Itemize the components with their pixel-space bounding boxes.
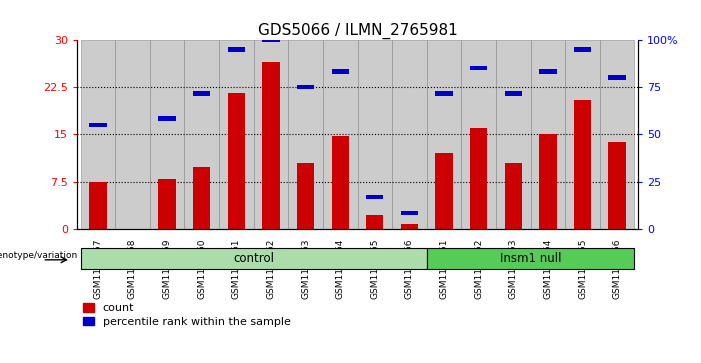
Bar [574,100,591,229]
Bar [608,76,626,80]
Bar [89,123,107,127]
Bar [262,62,280,229]
FancyBboxPatch shape [219,40,254,229]
Text: genotype/variation: genotype/variation [0,250,78,260]
FancyBboxPatch shape [600,40,634,229]
Bar [89,182,107,229]
FancyBboxPatch shape [323,40,358,229]
FancyBboxPatch shape [496,40,531,229]
Bar [435,153,453,229]
Legend: count, percentile rank within the sample: count, percentile rank within the sample [83,303,290,327]
Bar [332,135,349,229]
Bar [401,211,418,215]
FancyBboxPatch shape [461,40,496,229]
FancyBboxPatch shape [427,40,461,229]
Bar [608,142,626,229]
Text: Insm1 null: Insm1 null [500,252,562,265]
Bar [470,66,487,70]
Bar [158,179,176,229]
Bar [297,163,314,229]
Bar [505,91,522,95]
Bar [193,91,210,95]
FancyBboxPatch shape [565,40,600,229]
Bar [470,128,487,229]
Bar [401,224,418,229]
Bar [228,93,245,229]
Bar [435,91,453,95]
Bar [228,47,245,52]
FancyBboxPatch shape [184,40,219,229]
Bar [574,47,591,52]
Bar [366,215,383,229]
FancyBboxPatch shape [288,40,323,229]
Bar [332,69,349,74]
Bar [366,195,383,199]
FancyBboxPatch shape [81,40,115,229]
FancyBboxPatch shape [392,40,427,229]
Bar [297,85,314,89]
FancyBboxPatch shape [254,40,288,229]
Bar [262,38,280,42]
Bar [539,69,557,74]
Bar [193,167,210,229]
FancyBboxPatch shape [150,40,184,229]
FancyBboxPatch shape [115,40,150,229]
Title: GDS5066 / ILMN_2765981: GDS5066 / ILMN_2765981 [258,23,457,38]
Bar [505,163,522,229]
Bar [158,117,176,121]
FancyBboxPatch shape [427,248,634,269]
Text: control: control [233,252,274,265]
FancyBboxPatch shape [81,248,427,269]
FancyBboxPatch shape [358,40,392,229]
FancyBboxPatch shape [531,40,565,229]
Bar [539,134,557,229]
